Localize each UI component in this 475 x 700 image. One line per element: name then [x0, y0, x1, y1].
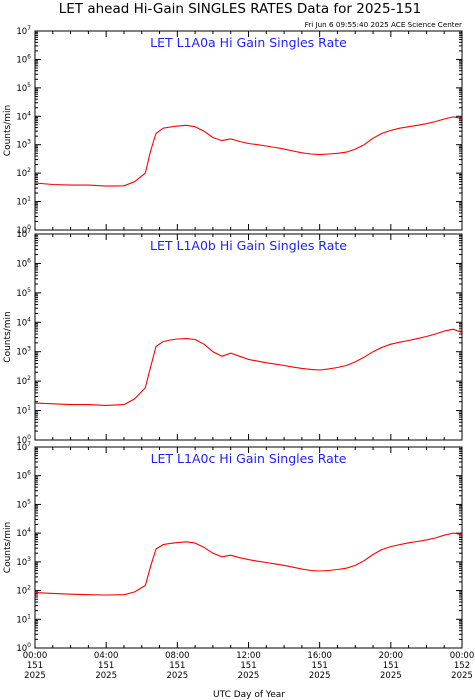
y-tick-label: 102 — [16, 585, 31, 597]
x-tick-label: 2025 — [380, 671, 402, 681]
y-tick-label: 101 — [16, 613, 31, 625]
y-tick-label: 105 — [16, 498, 31, 510]
series-line — [34, 116, 463, 187]
x-tick-label: 151 — [312, 661, 328, 671]
x-tick-label: 151 — [240, 661, 256, 671]
y-tick-label: 102 — [16, 375, 31, 387]
y-tick-label: 104 — [16, 527, 31, 539]
y-tick-label: 102 — [16, 167, 31, 179]
series-line — [34, 532, 463, 596]
panel-title: LET L1A0b Hi Gain Singles Rate — [150, 238, 347, 253]
chart-title: LET ahead Hi-Gain SINGLES RATES Data for… — [59, 1, 422, 17]
x-tick-label: 04:00 — [94, 651, 119, 661]
y-tick-label: 103 — [16, 556, 31, 568]
y-tick-label: 101 — [16, 196, 31, 208]
x-tick-label: 152 — [454, 661, 470, 671]
y-tick-label: 107 — [16, 25, 31, 37]
y-tick-label: 106 — [16, 53, 31, 65]
x-tick-label: 151 — [98, 661, 114, 671]
x-tick-label: 2025 — [167, 671, 189, 681]
plot-frame — [34, 30, 463, 231]
panel-3: 10010110210310410510610700:00151202504:0… — [3, 441, 474, 681]
y-tick-label: 106 — [16, 257, 31, 269]
timestamp: Fri Jun 6 09:55:40 2025 ACE Science Cent… — [305, 20, 462, 29]
x-tick-label: 2025 — [95, 671, 117, 681]
x-tick-label: 2025 — [24, 671, 46, 681]
y-tick-label: 105 — [16, 82, 31, 94]
x-axis-label: UTC Day of Year — [213, 690, 285, 700]
y-tick-label: 105 — [16, 287, 31, 299]
y-axis-label: Counts/min — [3, 105, 13, 156]
y-tick-label: 104 — [16, 316, 31, 328]
x-tick-label: 08:00 — [165, 651, 190, 661]
y-tick-label: 107 — [16, 441, 31, 453]
y-axis-label: Counts/min — [3, 522, 13, 573]
y-tick-label: 101 — [16, 405, 31, 417]
panel-title: LET L1A0a Hi Gain Singles Rate — [150, 35, 347, 50]
x-tick-label: 20:00 — [379, 651, 404, 661]
x-tick-label: 2025 — [451, 671, 473, 681]
plot-frame — [34, 233, 463, 441]
panel-title: LET L1A0c Hi Gain Singles Rate — [151, 451, 347, 466]
y-tick-label: 107 — [16, 228, 31, 240]
x-tick-label: 2025 — [238, 671, 260, 681]
y-tick-label: 103 — [16, 139, 31, 151]
y-tick-label: 104 — [16, 110, 31, 122]
y-tick-label: 103 — [16, 346, 31, 358]
x-tick-label: 2025 — [309, 671, 331, 681]
y-axis-label: Counts/min — [3, 311, 13, 362]
x-tick-label: 16:00 — [307, 651, 332, 661]
series-line — [34, 328, 463, 406]
x-tick-label: 151 — [383, 661, 399, 671]
x-tick-label: 151 — [27, 661, 43, 671]
x-tick-label: 151 — [169, 661, 185, 671]
x-tick-label: 12:00 — [236, 651, 261, 661]
y-tick-label: 106 — [16, 470, 31, 482]
x-tick-label: 00:00 — [23, 651, 48, 661]
x-tick-label: 00:00 — [450, 651, 475, 661]
plot-frame — [34, 446, 463, 649]
